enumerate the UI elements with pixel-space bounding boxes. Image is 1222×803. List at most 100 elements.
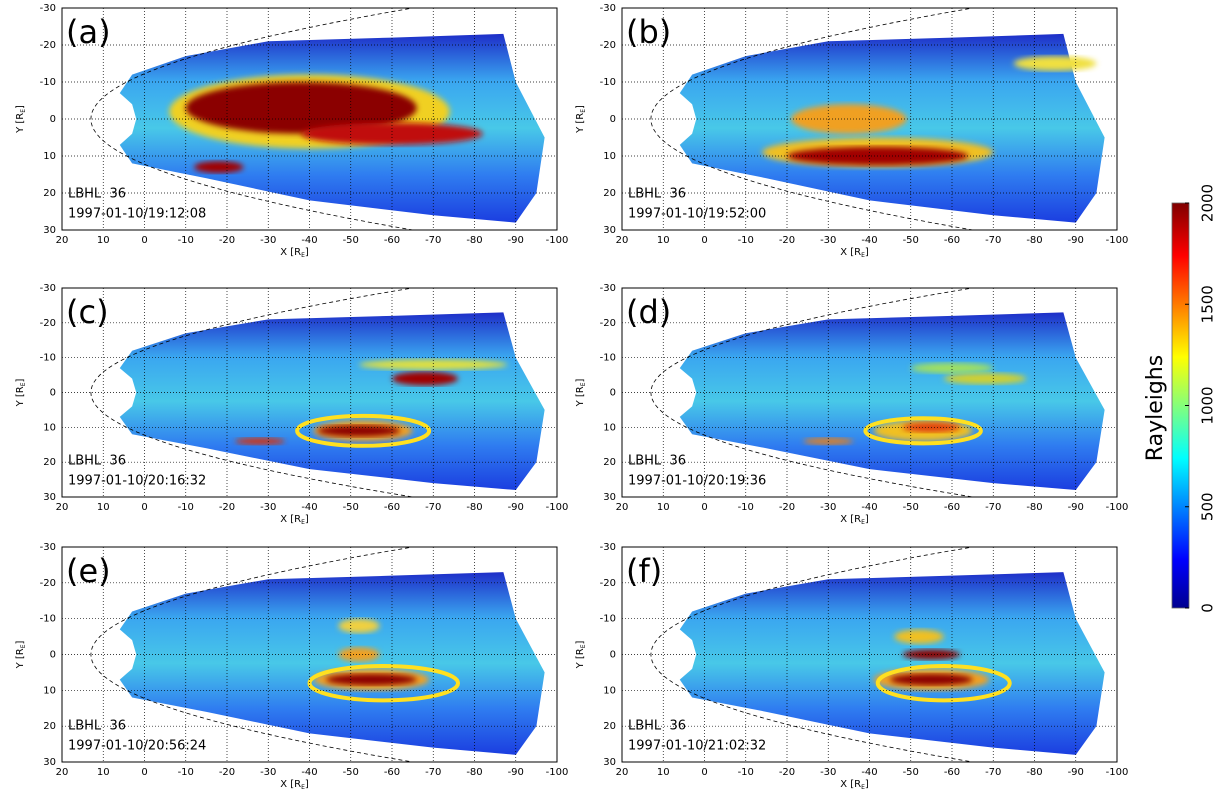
instrument: LBHL 36: [68, 719, 126, 734]
y-tick-label: -10: [40, 77, 56, 88]
emission: [1013, 56, 1097, 71]
y-tick-label: -10: [40, 353, 56, 364]
lobe: [119, 572, 545, 755]
y-tick-label: 0: [50, 388, 56, 399]
x-tick-label: 10: [657, 502, 670, 513]
timestamp: 1997-01-10/19:52:00: [628, 207, 766, 222]
panel-label: (c): [66, 293, 109, 331]
x-axis-label-part: X [R: [280, 514, 301, 525]
y-tick-label: -20: [600, 40, 616, 51]
x-tick-label: 10: [657, 767, 670, 778]
panel: 20 10 0 -10 -20 -30 -40 -50 -60 -70 -80 -90 -100-30-…: [575, 542, 1128, 791]
x-tick-label: 10: [97, 235, 110, 246]
y-tick-label: 20: [603, 721, 616, 732]
x-tick-label: -80: [1026, 767, 1042, 778]
x-tick-label: 0: [141, 502, 147, 513]
y-tick-label: 30: [603, 225, 616, 236]
x-axis-label: X [RE]: [280, 247, 309, 259]
y-axis-label-part: Y [R: [15, 648, 26, 669]
x-tick-label: -30: [260, 767, 276, 778]
x-axis-label-part: ]: [865, 514, 869, 525]
x-axis-label: X [RE]: [840, 514, 869, 526]
lobe: [679, 572, 1105, 755]
highlight: [875, 663, 1012, 703]
highlight: [295, 413, 432, 448]
x-axis-label-part: ]: [305, 779, 309, 790]
y-tick-label: 30: [43, 757, 56, 768]
x-tick-label: -30: [260, 502, 276, 513]
x-axis-label-part: X [R: [840, 779, 861, 790]
x-tick-label: -10: [178, 235, 194, 246]
x-axis-label-part: ]: [305, 247, 309, 258]
emission: [338, 618, 380, 633]
panel: 20 10 0 -10 -20 -30 -40 -50 -60 -70 -80 -90 -100-30-…: [15, 283, 568, 526]
x-axis-label: X [RE]: [840, 779, 869, 791]
timestamp: 1997-01-10/21:02:32: [628, 739, 766, 754]
x-tick-label: -50: [903, 767, 919, 778]
x-tick-label: -60: [384, 502, 400, 513]
y-axis-label-part: ]: [15, 640, 26, 644]
y-axis-label: Y [RE]: [15, 105, 27, 134]
x-tick-label: -70: [425, 235, 441, 246]
panel-label: (d): [626, 293, 671, 331]
x-tick-label: 0: [701, 235, 707, 246]
highlight: [863, 416, 983, 446]
x-tick-label: -80: [466, 767, 482, 778]
x-axis-label-part: X [R: [280, 247, 301, 258]
y-tick-label: 20: [43, 188, 56, 199]
x-tick-label: -20: [779, 235, 795, 246]
x-tick-label: -90: [508, 767, 524, 778]
y-axis-label: Y [RE]: [575, 378, 587, 407]
x-tick-label: -30: [820, 767, 836, 778]
instrument: LBHL 36: [68, 454, 126, 469]
x-tick-label: -80: [466, 502, 482, 513]
plot-frame: [621, 7, 1118, 231]
y-axis-label-part: Y [R: [15, 386, 26, 407]
image: [90, 8, 545, 230]
y-axis-label-part: E: [20, 382, 27, 386]
colorbar-tick-label: 2000: [1199, 184, 1217, 222]
y-tick-label: -10: [600, 614, 616, 625]
x-tick-label: -70: [425, 767, 441, 778]
x-tick-label: -90: [508, 502, 524, 513]
x-tick-label: -100: [546, 767, 569, 778]
x-tick-label: -20: [219, 502, 235, 513]
y-axis-label: Y [RE]: [575, 105, 587, 134]
y-tick-label: -20: [40, 40, 56, 51]
y-tick-label: -20: [600, 578, 616, 589]
panel: 20 10 0 -10 -20 -30 -40 -50 -60 -70 -80 -90 -100-30-…: [575, 3, 1128, 259]
instrument: LBHL 36: [628, 454, 686, 469]
y-tick-label: -30: [40, 3, 56, 14]
x-axis-label-part: X [R: [280, 779, 301, 790]
y-axis-label: Y [RE]: [15, 378, 27, 407]
x-tick-label: 0: [701, 502, 707, 513]
y-tick-label: 30: [603, 757, 616, 768]
x-tick-label: -20: [219, 235, 235, 246]
x-tick-label: -50: [903, 502, 919, 513]
x-axis-label-part: ]: [305, 514, 309, 525]
y-tick-label: 20: [603, 457, 616, 468]
emission: [359, 359, 508, 370]
x-tick-label: -30: [260, 235, 276, 246]
x-tick-label: 10: [97, 502, 110, 513]
image: [650, 547, 1105, 762]
magnetopause: [90, 547, 416, 762]
x-tick-label: -100: [1106, 502, 1129, 513]
y-axis-label-part: ]: [15, 378, 26, 382]
emission: [194, 161, 244, 174]
x-tick-label: 20: [616, 235, 629, 246]
x-tick-label: -10: [738, 767, 754, 778]
magnetopause: [90, 8, 416, 230]
x-tick-label: -40: [861, 235, 877, 246]
x-axis-label: X [RE]: [280, 514, 309, 526]
y-axis-label-part: ]: [575, 378, 586, 382]
y-tick-label: 20: [603, 188, 616, 199]
y-tick-label: -30: [40, 542, 56, 553]
x-tick-label: -30: [820, 235, 836, 246]
image: [650, 8, 1105, 230]
emission: [910, 362, 994, 374]
emission: [301, 122, 483, 145]
x-tick-label: -60: [384, 767, 400, 778]
emission: [326, 673, 417, 686]
